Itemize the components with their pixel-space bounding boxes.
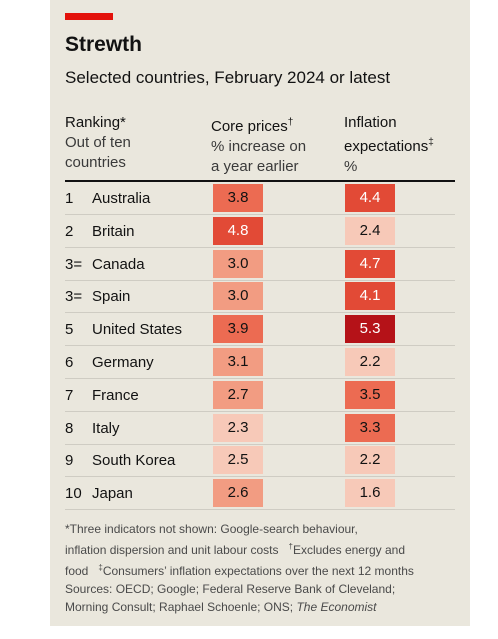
rank-label: 9	[65, 452, 74, 470]
rank-label: 7	[65, 386, 74, 404]
core-prices-cell: 2.6	[213, 479, 263, 508]
rank-label: 3=	[65, 255, 83, 273]
rank-label: 1	[65, 190, 74, 207]
column-header-ranking: Ranking* Out of ten countries	[65, 113, 131, 173]
table-row: 6 Germany 3.1 2.2	[65, 346, 455, 379]
chart-subtitle: Selected countries, February 2024 or lat…	[65, 68, 391, 87]
column-title-inflation: Inflation	[344, 114, 397, 131]
country-label: Italy	[92, 419, 120, 437]
country-label: Britain	[92, 222, 135, 240]
row-divider	[65, 246, 455, 248]
row-divider	[65, 345, 455, 347]
inflation-expectations-cell: 4.4	[345, 184, 395, 212]
inflation-expectations-cell: 2.2	[345, 446, 395, 475]
chart-title: Strewth	[65, 33, 143, 56]
core-prices-cell: 2.7	[213, 380, 263, 409]
footnote-line-4: Sources: OECD; Google; Federal Reserve B…	[65, 582, 396, 596]
inflation-expectations-cell: 5.3	[345, 315, 395, 344]
column-subtitle-inflation: %	[344, 158, 358, 175]
country-label: Spain	[92, 288, 131, 306]
rank-label: 5	[65, 321, 74, 339]
country-label: France	[92, 386, 139, 404]
row-divider	[65, 476, 455, 478]
footnote-line-5b: The Economist	[296, 600, 377, 614]
row-divider	[65, 443, 455, 445]
table-row: 8 Italy 2.3 3.3	[65, 412, 455, 445]
core-prices-cell: 3.0	[213, 282, 263, 311]
table-row: 9 South Korea 2.5 2.2	[65, 444, 455, 478]
country-label: United States	[92, 321, 183, 339]
footnote-line-3a: food	[65, 564, 89, 578]
core-prices-cell: 3.8	[213, 184, 263, 212]
inflation-expectations-cell: 1.6	[345, 479, 395, 508]
footnote-dagger: †	[288, 542, 293, 551]
footnote-line-2a: inflation dispersion and unit labour cos…	[65, 543, 279, 557]
core-prices-cell: 2.3	[213, 413, 263, 442]
table-row: 1 Australia 3.8 4.4	[65, 182, 455, 215]
country-label: Japan	[92, 485, 133, 503]
column-title-core-prices: Core prices	[211, 118, 288, 135]
rank-label: 3=	[65, 288, 83, 306]
row-divider	[65, 378, 455, 379]
row-divider	[65, 279, 455, 281]
rank-label: 6	[65, 354, 74, 371]
table-row: 5 United States 3.9 5.3	[65, 313, 455, 347]
header-rule	[65, 180, 455, 182]
brand-red-bar	[65, 13, 113, 20]
footnote-line-2b: Excludes energy and	[292, 543, 406, 557]
dagger-mark: †	[287, 117, 294, 128]
inflation-expectations-cell: 3.3	[345, 413, 395, 442]
inflation-expectations-cell: 4.7	[345, 249, 395, 278]
table-row: 3= Spain 3.0 4.1	[65, 280, 455, 314]
column-subtitle-core-1: % increase on	[211, 138, 307, 155]
country-label: Canada	[92, 255, 145, 273]
inflation-expectations-cell: 2.2	[345, 348, 395, 376]
core-prices-cell: 3.1	[213, 348, 263, 376]
core-prices-cell: 4.8	[213, 216, 263, 245]
country-label: Germany	[92, 354, 154, 371]
core-prices-cell: 3.0	[213, 249, 263, 278]
column-subtitle-ranking-1: Out of ten	[65, 134, 131, 151]
row-divider	[65, 312, 455, 314]
column-subtitle-ranking-2: countries	[65, 154, 126, 171]
column-title-ranking: Ranking*	[65, 114, 126, 131]
rank-label: 10	[65, 485, 82, 503]
chart-card: Strewth Selected countries, February 202…	[50, 0, 470, 626]
column-title-expectations: expectations	[344, 138, 429, 155]
country-label: Australia	[92, 190, 151, 207]
column-header-inflation-expectations: Inflation expectations‡ %	[344, 113, 434, 177]
footnote-line-3b: Consumers’ inflation expectations over t…	[102, 564, 414, 578]
column-subtitle-core-2: a year earlier	[211, 158, 299, 175]
table-row: 3= Canada 3.0 4.7	[65, 248, 455, 281]
footnote: *Three indicators not shown: Google-sear…	[65, 520, 460, 616]
row-divider	[65, 214, 455, 215]
rank-label: 2	[65, 222, 74, 240]
core-prices-cell: 3.9	[213, 315, 263, 344]
column-header-core-prices: Core prices† % increase on a year earlie…	[211, 113, 306, 177]
table-row: 10 Japan 2.6 1.6	[65, 477, 455, 511]
inflation-expectations-cell: 3.5	[345, 380, 395, 409]
country-label: South Korea	[92, 452, 176, 470]
rank-label: 8	[65, 419, 74, 437]
double-dagger-mark: ‡	[428, 137, 434, 148]
row-divider	[65, 410, 455, 412]
footnote-line-5a: Morning Consult; Raphael Schoenle; ONS;	[65, 600, 294, 614]
table-row: 2 Britain 4.8 2.4	[65, 215, 455, 248]
footnote-line-1: *Three indicators not shown: Google-sear…	[65, 522, 358, 536]
footnote-double-dagger: ‡	[98, 563, 103, 572]
table-row: 7 France 2.7 3.5	[65, 379, 455, 412]
inflation-expectations-cell: 2.4	[345, 216, 395, 245]
row-divider	[65, 509, 455, 511]
core-prices-cell: 2.5	[213, 446, 263, 475]
inflation-expectations-cell: 4.1	[345, 282, 395, 311]
